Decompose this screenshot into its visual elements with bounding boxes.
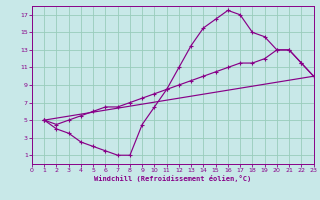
X-axis label: Windchill (Refroidissement éolien,°C): Windchill (Refroidissement éolien,°C) — [94, 175, 252, 182]
